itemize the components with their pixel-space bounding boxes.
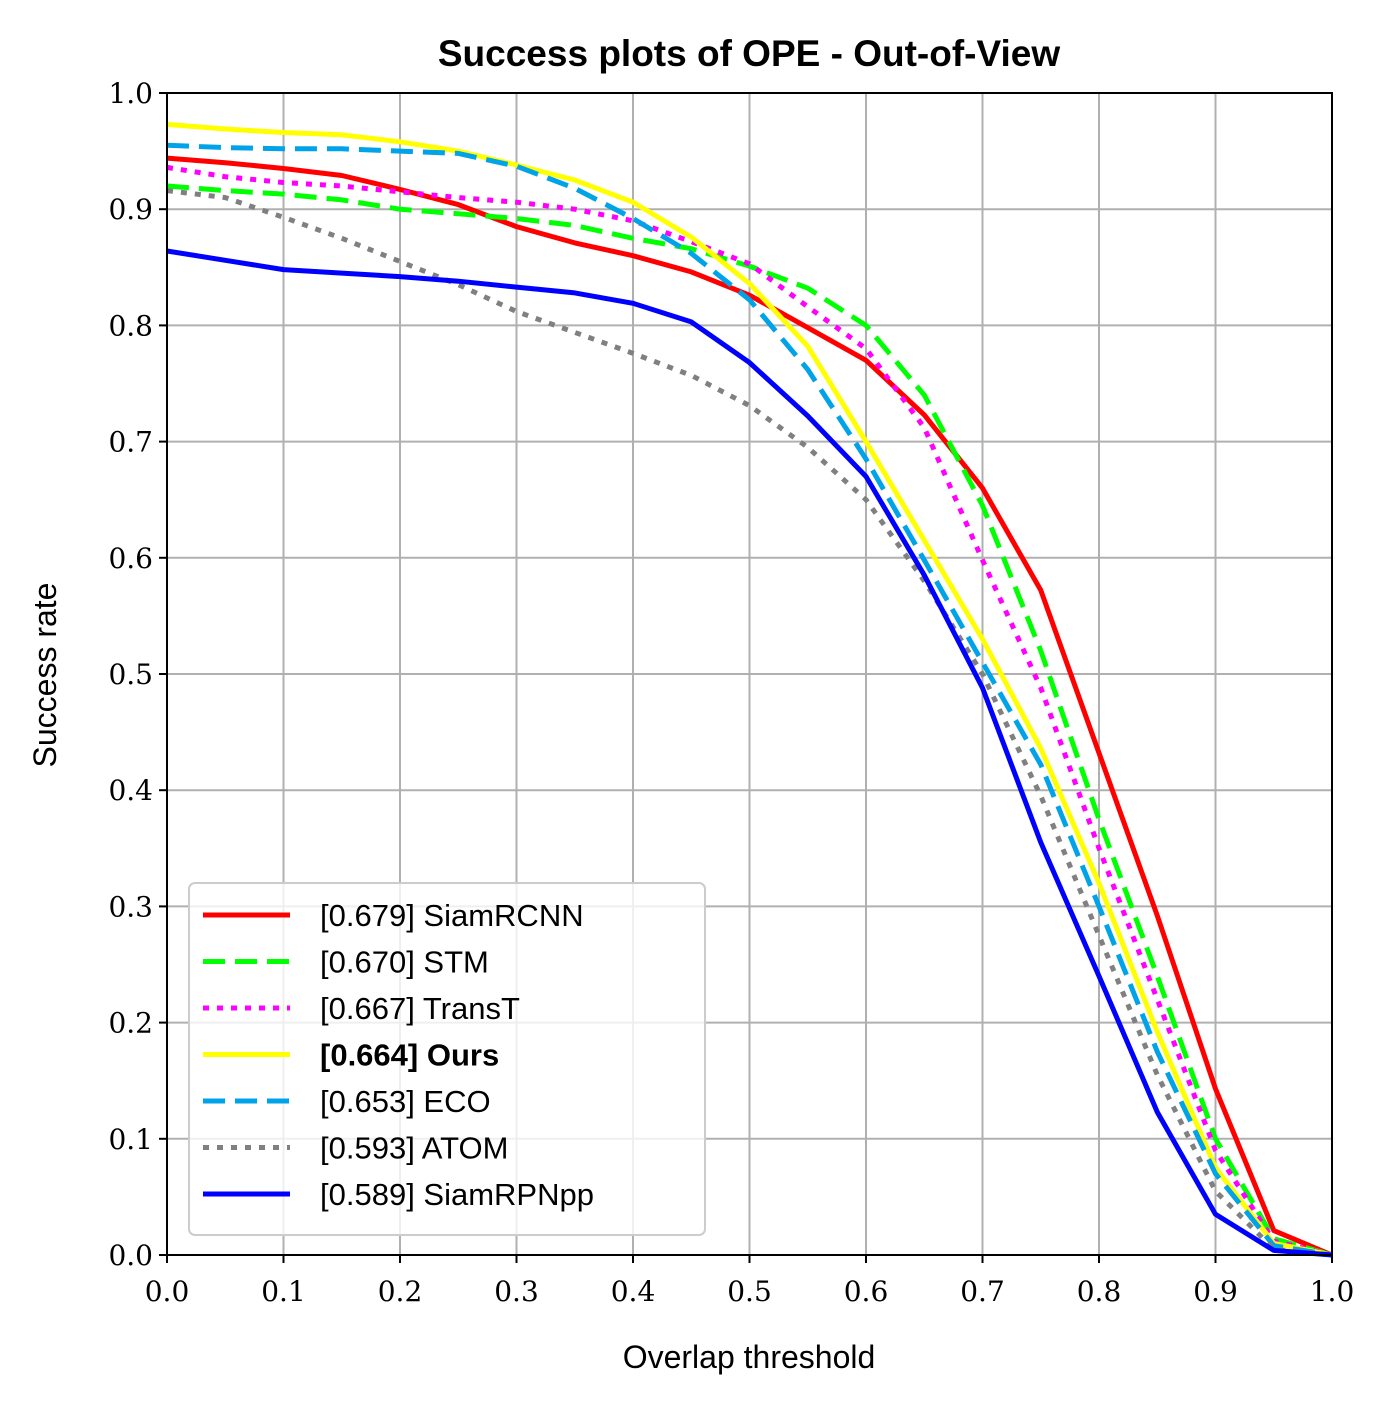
y-tick-label: 1.0 <box>108 77 153 110</box>
y-tick-label: 0.8 <box>108 309 153 342</box>
y-tick-label: 0.1 <box>108 1123 153 1156</box>
y-tick-label: 0.4 <box>108 774 153 807</box>
legend-item-eco: [0.653] ECO <box>203 1084 491 1119</box>
y-tick-label: 0.6 <box>108 542 153 575</box>
y-tick-label: 0.9 <box>108 193 153 226</box>
chart-title: Success plots of OPE - Out-of-View <box>438 33 1060 74</box>
x-tick-label: 0.1 <box>261 1275 306 1308</box>
legend-box <box>188 882 706 1236</box>
series-layer <box>166 121 1333 1258</box>
series-line-siamrcnn <box>166 155 1333 1258</box>
y-tick-label: 0.5 <box>108 658 153 691</box>
legend-label: [0.664] Ours <box>320 1038 499 1073</box>
y-axis-label: Success rate <box>27 583 63 768</box>
series-line-stm <box>166 183 1333 1258</box>
legend-label: [0.679] SiamRCNN <box>320 898 584 933</box>
legend-item-stm: [0.670] STM <box>203 945 489 980</box>
x-tick-label: 0.6 <box>844 1275 889 1308</box>
legend-item-siamrcnn: [0.679] SiamRCNN <box>203 898 584 933</box>
x-tick-label: 0.9 <box>1193 1275 1238 1308</box>
x-tick-label: 0.7 <box>960 1275 1005 1308</box>
tick-layer: 0.0 0.1 0.2 0.3 0.4 0.5 0.6 0.7 0.8 0.9 1.0 0.0 0.1 0… <box>108 77 1354 1308</box>
legend-item-atom: [0.593] ATOM <box>203 1131 508 1166</box>
legend-label: [0.667] TransT <box>320 991 520 1026</box>
legend-label: [0.653] ECO <box>320 1084 491 1119</box>
series-line-eco <box>166 142 1333 1258</box>
x-axis-label: Overlap threshold <box>623 1339 876 1375</box>
legend: [0.679] SiamRCNN [0.670] STM [0.667] Trans… <box>188 882 706 1236</box>
x-tick-label: 0.0 <box>145 1275 190 1308</box>
legend-label: [0.593] ATOM <box>320 1131 508 1166</box>
x-tick-label: 0.4 <box>611 1275 656 1308</box>
x-tick-label: 0.8 <box>1077 1275 1122 1308</box>
legend-item-siamrpnpp: [0.589] SiamRPNpp <box>203 1177 594 1212</box>
legend-items: [0.679] SiamRCNN [0.670] STM [0.667] Trans… <box>203 898 594 1212</box>
series-line-siamrpnpp <box>166 248 1333 1258</box>
y-tick-label: 0.2 <box>108 1007 153 1040</box>
x-tick-label: 0.2 <box>378 1275 423 1308</box>
legend-label: [0.589] SiamRPNpp <box>320 1177 594 1212</box>
legend-label: [0.670] STM <box>320 945 489 980</box>
y-tick-label: 0.3 <box>108 890 153 923</box>
legend-item-ours: [0.664] Ours <box>203 1038 499 1073</box>
series-line-ours <box>166 121 1333 1258</box>
series-line-transt <box>166 164 1333 1258</box>
y-tick-label: 0.7 <box>108 426 153 459</box>
legend-item-transt: [0.667] TransT <box>203 991 520 1026</box>
x-tick-label: 0.3 <box>494 1275 539 1308</box>
x-tick-label: 1.0 <box>1310 1275 1355 1308</box>
x-tick-label: 0.5 <box>727 1275 772 1308</box>
y-tick-label: 0.0 <box>108 1239 153 1272</box>
